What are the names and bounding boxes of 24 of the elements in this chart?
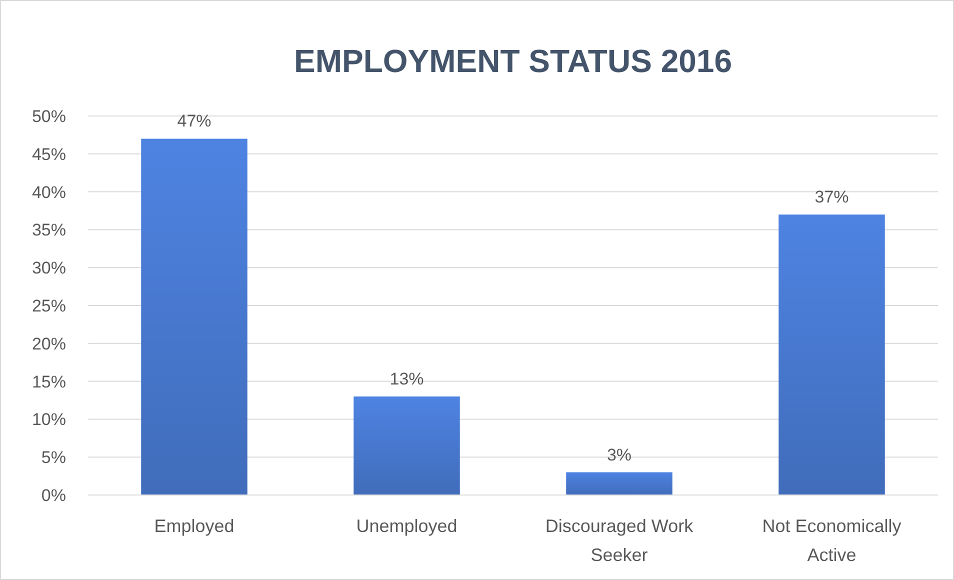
y-tick-label: 15% [32,372,66,392]
chart-title: EMPLOYMENT STATUS 2016 [294,43,732,79]
y-tick-label: 35% [32,220,66,240]
y-tick-label: 50% [32,106,66,126]
x-tick-label: Unemployed [356,516,458,536]
y-tick-label: 5% [41,448,66,468]
bar [778,214,885,495]
bar [566,472,672,495]
bar [354,396,460,495]
y-tick-label: 45% [32,144,66,164]
y-tick-label: 0% [41,486,66,505]
y-tick-label: 30% [32,258,66,278]
y-tick-label: 25% [32,296,66,316]
x-tick-label: Discouraged Work Seeker [545,516,694,565]
bar [141,138,248,495]
data-label: 3% [606,445,632,464]
y-tick-label: 40% [32,182,66,202]
y-tick-label: 10% [32,410,66,430]
data-label: 47% [177,112,212,131]
data-label: 37% [814,188,849,207]
data-label: 13% [390,369,424,388]
y-tick-label: 20% [32,334,66,354]
x-tick-label: Not Economically Active [762,516,902,565]
x-tick-label: Employed [154,516,234,536]
